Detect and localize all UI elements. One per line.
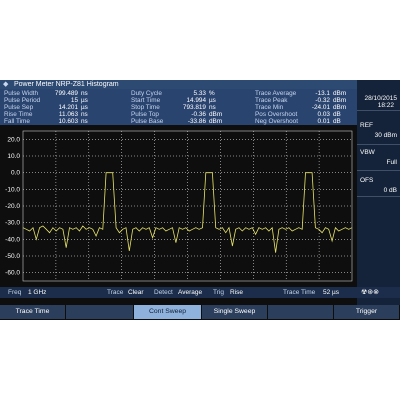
readout-unit: dB bbox=[333, 111, 341, 118]
readout-unit: µs bbox=[81, 104, 88, 111]
offset-block[interactable]: OFS 0 dB bbox=[357, 170, 400, 197]
time-label: 18:22 bbox=[377, 102, 394, 109]
measurement-readouts: Pulse Width 799.489 ns Pulse Period 15 µ… bbox=[0, 89, 357, 125]
readout-value: 0.03 bbox=[317, 111, 330, 118]
readout-label: Pulse Width bbox=[4, 90, 39, 97]
readout-unit: dBm bbox=[333, 104, 347, 111]
softkey-trigger[interactable]: Trigger bbox=[334, 305, 400, 319]
readout-unit: dBm bbox=[333, 97, 347, 104]
detect-label: Detect bbox=[154, 289, 173, 296]
readout-value: 0.01 bbox=[317, 118, 330, 125]
freq-value[interactable]: 1 GHz bbox=[28, 289, 47, 296]
readout-unit: dBm bbox=[209, 118, 223, 125]
histogram-plot: 20.0 10.0 0.0 -10.0 -20.0 -30.0 -40.0 -50.0 -60.… bbox=[0, 125, 357, 320]
readout-label: Rise Time bbox=[4, 111, 33, 118]
readout-value: 14.201 bbox=[58, 104, 78, 111]
readout-value: -13.1 bbox=[315, 90, 330, 97]
vbw-value: Full bbox=[386, 159, 397, 166]
datetime-block: 28/10/2015 18:22 bbox=[357, 80, 400, 111]
date-label: 28/10/2015 bbox=[364, 95, 397, 102]
y-tick-label: -40.0 bbox=[5, 236, 20, 243]
trace-value[interactable]: Clear bbox=[128, 289, 144, 296]
ofs-value: 0 dB bbox=[383, 187, 397, 194]
ofs-label: OFS bbox=[360, 177, 374, 184]
readout-value: 14.994 bbox=[186, 97, 206, 104]
softkey-single-sweep[interactable]: Single Sweep bbox=[202, 305, 268, 319]
readout-unit: µs bbox=[81, 97, 88, 104]
y-tick-label: 10.0 bbox=[7, 153, 20, 160]
readout-unit: ns bbox=[81, 111, 88, 118]
softkey-bar: Trace Time Cont Sweep Single Sweep Trigger bbox=[0, 305, 400, 320]
y-tick-label: 0.0 bbox=[11, 170, 20, 177]
trig-value[interactable]: Rise bbox=[230, 289, 244, 296]
instrument-screen: ◆ Power Meter NRP-Z81 Histogram Pulse Wi… bbox=[0, 80, 400, 320]
detect-value[interactable]: Average bbox=[178, 289, 203, 296]
softkey-blank-1[interactable] bbox=[66, 305, 134, 319]
readout-value: 793.819 bbox=[182, 104, 206, 111]
vbw-label: VBW bbox=[360, 149, 375, 156]
y-tick-label: -30.0 bbox=[5, 220, 20, 227]
trace-line-0 bbox=[22, 172, 353, 253]
readout-label: Pulse Top bbox=[131, 111, 159, 118]
readout-label: Fall Time bbox=[4, 118, 30, 125]
readout-unit: ns bbox=[81, 118, 88, 125]
readout-unit: dBm bbox=[333, 90, 347, 97]
ref-level-block[interactable]: REF 30 dBm bbox=[357, 110, 400, 145]
readout-unit: µs bbox=[209, 97, 216, 104]
measurement-settings-bar: Freq 1 GHz Trace Clear Detect Average Tr… bbox=[0, 287, 400, 298]
readout-label: Pulse Base bbox=[131, 118, 164, 125]
softkey-trace-time[interactable]: Trace Time bbox=[0, 305, 66, 319]
readout-label: Pulse Period bbox=[4, 97, 41, 104]
readout-unit: % bbox=[209, 90, 215, 97]
vbw-block[interactable]: VBW Full bbox=[357, 144, 400, 171]
readout-value: 5.33 bbox=[193, 90, 206, 97]
freq-label: Freq bbox=[8, 289, 22, 296]
readout-value: 799.489 bbox=[54, 90, 78, 97]
y-tick-label: -60.0 bbox=[5, 270, 20, 277]
readout-value: 10.603 bbox=[58, 118, 78, 125]
readout-label: Pulse Sep bbox=[4, 104, 34, 111]
softkey-blank-4[interactable] bbox=[268, 305, 334, 319]
readout-value: -0.36 bbox=[191, 111, 206, 118]
y-tick-label: 20.0 bbox=[7, 136, 20, 143]
readout-value: -0.32 bbox=[315, 97, 330, 104]
window-title: Power Meter NRP-Z81 Histogram bbox=[14, 81, 119, 88]
trace-time-value[interactable]: 52 µs bbox=[323, 289, 340, 296]
readout-label: Start Time bbox=[131, 97, 161, 104]
trace-label: Trace bbox=[107, 289, 124, 296]
readout-value: 11.063 bbox=[58, 111, 78, 118]
readout-label: Duty Cycle bbox=[131, 90, 162, 97]
y-tick-label: -50.0 bbox=[5, 253, 20, 260]
trig-label: Trig bbox=[213, 289, 224, 296]
title-bar: ◆ Power Meter NRP-Z81 Histogram bbox=[0, 80, 357, 89]
ref-value: 30 dBm bbox=[374, 132, 397, 139]
readout-value: -33.86 bbox=[187, 118, 206, 125]
readout-label: Trace Peak bbox=[255, 97, 288, 104]
readout-label: Trace Min bbox=[255, 104, 284, 111]
readout-label: Stop Time bbox=[131, 104, 160, 111]
readout-unit: dBm bbox=[209, 111, 223, 118]
readout-unit: ns bbox=[81, 90, 88, 97]
plot-frame bbox=[22, 130, 353, 282]
readout-value: -24.01 bbox=[311, 104, 330, 111]
status-icons: ☢⊛⊗ bbox=[361, 289, 380, 296]
readout-label: Neg Overshoot bbox=[255, 118, 298, 125]
y-tick-label: -20.0 bbox=[5, 203, 20, 210]
softkey-cont-sweep[interactable]: Cont Sweep bbox=[134, 305, 202, 319]
trace-time-label: Trace Time bbox=[283, 289, 316, 296]
readout-unit: dB bbox=[333, 118, 341, 125]
settings-side-panel: 28/10/2015 18:22 REF 30 dBm VBW Full OFS… bbox=[357, 80, 400, 305]
trace-chart: 20.0 10.0 0.0 -10.0 -20.0 -30.0 -40.0 -50.0 -60.… bbox=[5, 130, 353, 282]
instrument-icon: ◆ bbox=[3, 81, 9, 88]
ref-label: REF bbox=[360, 122, 373, 129]
y-tick-label: -10.0 bbox=[5, 186, 20, 193]
readout-value: 15 bbox=[70, 97, 78, 104]
readout-label: Trace Average bbox=[255, 90, 297, 97]
readout-unit: ns bbox=[209, 104, 216, 111]
readout-label: Pos Overshoot bbox=[255, 111, 298, 118]
